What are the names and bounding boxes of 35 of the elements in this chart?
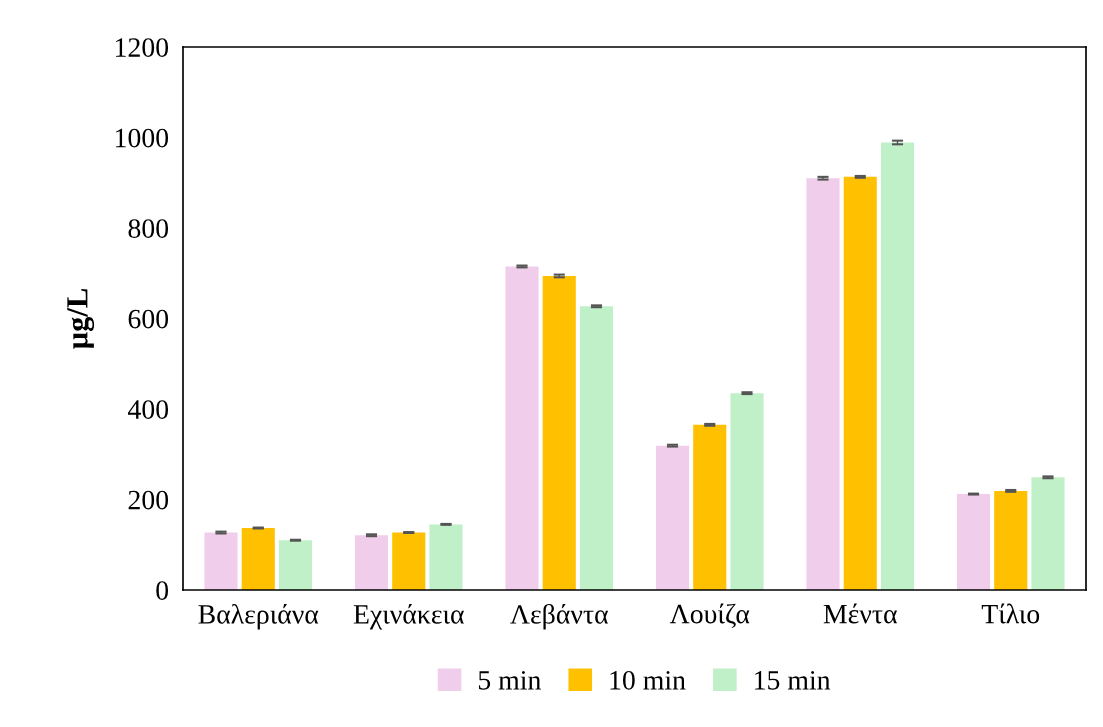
bar <box>392 532 426 590</box>
bar <box>730 393 764 590</box>
legend-label: 10 min <box>610 670 686 690</box>
y-tick-label: 800 <box>128 219 169 238</box>
x-tick-label: Εχινάκεια <box>353 603 464 630</box>
bar <box>693 424 727 590</box>
bar <box>241 528 275 590</box>
y-tick-label: 600 <box>128 309 169 329</box>
bar <box>278 540 313 590</box>
bar <box>956 494 991 590</box>
bar <box>806 178 840 590</box>
x-tick-label: Τίλιο <box>981 603 1040 624</box>
x-tick-label: Βαλεριάνα <box>198 603 319 630</box>
bar <box>505 266 539 590</box>
y-tick-label: 0 <box>156 581 169 600</box>
bar <box>880 142 915 590</box>
y-axis-title: μg/L <box>67 289 95 349</box>
y-tick-label: 400 <box>127 400 169 419</box>
x-tick-label: Λεβάντα <box>510 603 609 630</box>
y-tick-label: 200 <box>128 490 169 510</box>
x-tick-label: Μέντα <box>823 603 897 624</box>
y-tick-label: 1000 <box>116 128 169 148</box>
bar <box>655 445 690 590</box>
bar <box>1031 477 1065 590</box>
y-tick-label: 1200 <box>116 38 169 57</box>
bar <box>204 532 238 590</box>
bar <box>994 490 1028 590</box>
legend-label: 15 min <box>755 671 831 690</box>
bar <box>429 524 463 590</box>
legend-label: 5 min <box>478 671 541 690</box>
bar <box>542 275 576 590</box>
x-tick-label: Λουίζα <box>669 603 750 629</box>
bar <box>354 535 389 590</box>
bar <box>579 306 614 590</box>
bar <box>843 176 877 590</box>
